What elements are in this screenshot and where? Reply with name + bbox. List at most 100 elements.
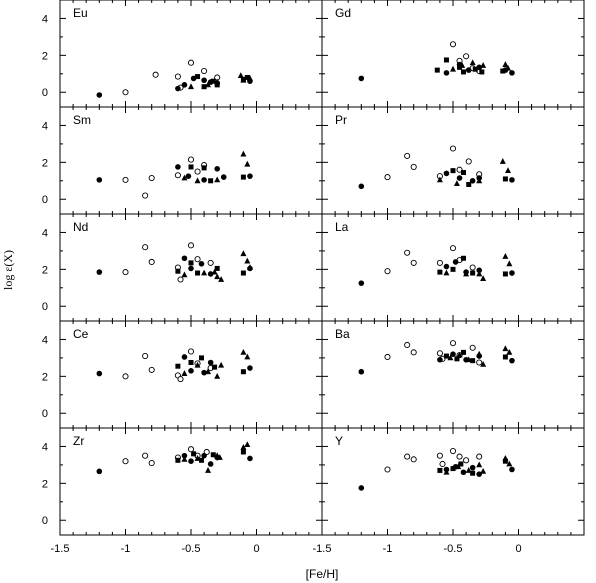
point-filled-circle-ce bbox=[207, 359, 214, 366]
panel-label-nd: Nd bbox=[73, 220, 88, 234]
point-filled-circle-pr bbox=[509, 177, 515, 183]
point-filled-triangle-pr bbox=[453, 180, 460, 186]
point-open-circle-ce bbox=[142, 353, 149, 360]
point-open-circle-eu bbox=[174, 73, 181, 80]
point-filled-circle-sm bbox=[201, 177, 207, 183]
point-filled-triangle-ba bbox=[480, 360, 487, 367]
point-filled-square-nd bbox=[195, 270, 201, 276]
point-filled-triangle-la bbox=[476, 270, 483, 277]
point-filled-circle-sm bbox=[247, 173, 253, 179]
point-filled-triangle-gd bbox=[450, 65, 456, 72]
point-filled-square-y bbox=[450, 466, 456, 472]
point-filled-triangle-nd bbox=[244, 257, 251, 264]
point-filled-triangle-ba bbox=[465, 356, 472, 363]
point-open-circle-nd bbox=[177, 276, 184, 283]
point-filled-circle-ba bbox=[358, 368, 365, 375]
panel-frame-gd bbox=[321, 0, 585, 108]
point-open-circle-ba bbox=[469, 344, 476, 351]
point-filled-triangle-nd bbox=[211, 268, 218, 275]
point-filled-triangle-pr bbox=[436, 176, 443, 183]
point-open-circle-y bbox=[404, 453, 411, 460]
point-filled-triangle-sm bbox=[194, 177, 201, 184]
point-filled-triangle-sm bbox=[244, 160, 251, 167]
panel-label-pr: Pr bbox=[335, 113, 347, 127]
point-filled-square-la bbox=[460, 255, 466, 261]
point-filled-circle-sm bbox=[185, 173, 192, 179]
point-filled-circle-nd bbox=[96, 269, 103, 275]
point-filled-circle-la bbox=[443, 263, 450, 270]
point-filled-square-ba bbox=[502, 354, 508, 360]
point-filled-square-ba bbox=[443, 353, 449, 359]
point-open-circle-pr bbox=[449, 145, 457, 152]
point-filled-square-sm bbox=[208, 178, 214, 184]
point-filled-square-nd bbox=[214, 265, 220, 271]
point-filled-triangle-y bbox=[443, 468, 450, 475]
point-filled-circle-y bbox=[469, 464, 476, 471]
x-tick-label: -0.5 bbox=[182, 543, 201, 555]
point-filled-triangle-ba bbox=[506, 348, 513, 355]
point-filled-square-y bbox=[437, 467, 443, 473]
point-filled-triangle-gd bbox=[459, 62, 466, 68]
point-open-circle-nd bbox=[148, 258, 155, 266]
point-filled-circle-pr bbox=[469, 177, 476, 184]
y-tick-label: 2 bbox=[42, 478, 48, 490]
point-filled-circle-zr bbox=[201, 452, 207, 459]
panel-label-eu: Eu bbox=[73, 6, 88, 20]
x-tick-label: -1.5 bbox=[313, 543, 332, 555]
panel-label-la: La bbox=[335, 220, 349, 234]
point-open-circle-y bbox=[449, 448, 457, 455]
point-filled-circle-ce bbox=[181, 354, 188, 360]
point-filled-triangle-nd bbox=[246, 264, 253, 270]
point-filled-circle-la bbox=[452, 259, 459, 265]
point-open-circle-pr bbox=[456, 166, 463, 173]
point-filled-square-y bbox=[502, 458, 508, 464]
point-filled-square-la bbox=[470, 270, 476, 276]
point-filled-circle-pr bbox=[456, 175, 463, 181]
point-open-circle-nd bbox=[122, 269, 129, 276]
point-filled-circle-eu bbox=[181, 82, 188, 88]
y-tick-label: 4 bbox=[42, 334, 48, 346]
point-filled-triangle-y bbox=[502, 455, 509, 461]
point-filled-triangle-gd bbox=[469, 59, 476, 66]
point-filled-circle-nd bbox=[198, 261, 205, 267]
point-filled-circle-eu bbox=[201, 77, 207, 84]
y-tick-label: 2 bbox=[42, 264, 48, 276]
point-filled-circle-ce bbox=[188, 368, 194, 374]
point-filled-square-pr bbox=[450, 168, 456, 174]
point-filled-square-y bbox=[458, 461, 464, 467]
point-filled-triangle-ce bbox=[205, 368, 212, 375]
y-axis-title: log ε(X) bbox=[1, 250, 15, 290]
point-open-circle-sm bbox=[142, 192, 149, 199]
point-filled-square-ba bbox=[460, 349, 466, 355]
point-filled-triangle-y bbox=[455, 463, 462, 470]
y-tick-label: 0 bbox=[42, 408, 48, 420]
point-open-circle-ce bbox=[148, 366, 155, 373]
point-filled-square-nd bbox=[175, 268, 181, 274]
point-filled-circle-zr bbox=[181, 452, 188, 459]
point-filled-triangle-eu bbox=[240, 76, 247, 83]
point-filled-triangle-zr bbox=[181, 455, 188, 462]
point-filled-square-zr bbox=[191, 451, 197, 457]
point-open-circle-nd bbox=[187, 242, 195, 249]
point-open-circle-ba bbox=[436, 350, 443, 357]
point-open-circle-la bbox=[436, 259, 443, 266]
point-filled-triangle-sm bbox=[181, 174, 188, 181]
point-filled-triangle-ce bbox=[181, 370, 188, 376]
point-filled-circle-ba bbox=[509, 357, 515, 364]
point-filled-circle-la bbox=[358, 280, 365, 286]
point-filled-triangle-pr bbox=[499, 158, 506, 164]
point-open-circle-ba bbox=[404, 341, 411, 349]
point-filled-triangle-eu bbox=[214, 78, 221, 85]
point-open-circle-y bbox=[463, 457, 470, 464]
point-filled-circle-ba bbox=[437, 356, 443, 363]
point-open-circle-la bbox=[410, 259, 417, 266]
point-filled-square-sm bbox=[201, 165, 207, 171]
point-filled-triangle-nd bbox=[181, 271, 188, 278]
x-tick-label: -1.5 bbox=[51, 543, 70, 555]
point-filled-triangle-zr bbox=[240, 443, 247, 450]
point-open-circle-pr bbox=[465, 158, 472, 165]
point-open-circle-la bbox=[404, 249, 411, 256]
point-open-circle-sm bbox=[122, 176, 129, 183]
point-filled-triangle-ba bbox=[456, 351, 463, 358]
point-filled-square-pr bbox=[466, 181, 472, 187]
